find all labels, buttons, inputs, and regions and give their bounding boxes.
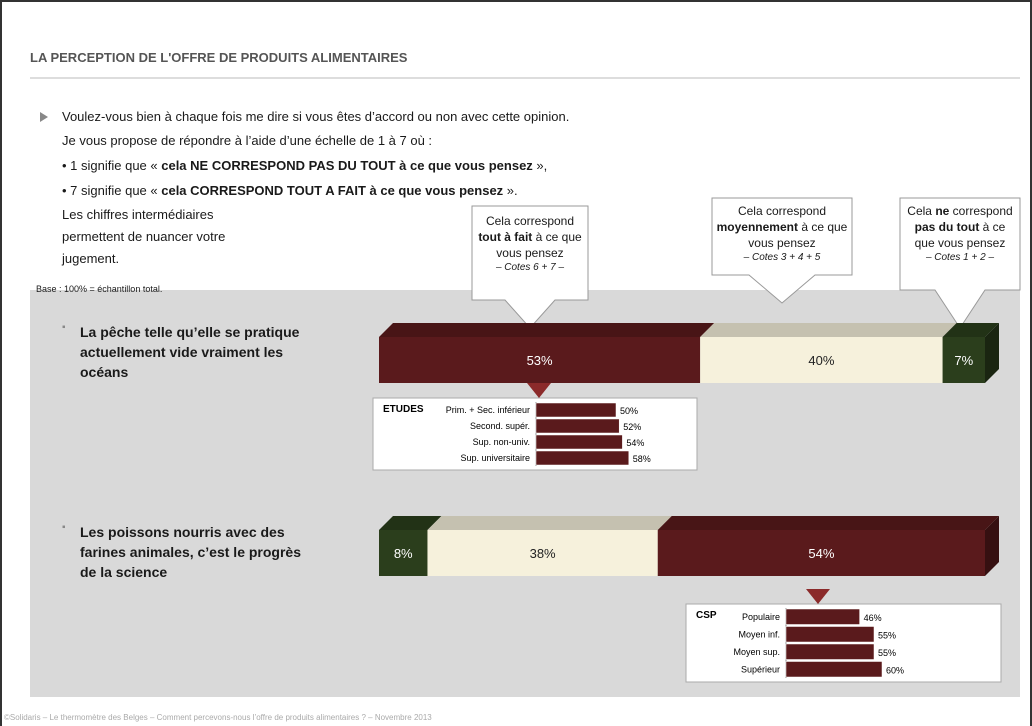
intro-text: cela CORRESPOND TOUT A FAIT à ce que vou… — [161, 183, 504, 198]
breakdown-value-label: 52% — [623, 422, 641, 432]
callout-text: Cela correspond tout à fait à ce que vou… — [476, 213, 584, 274]
breakdown-title: ETUDES — [383, 404, 424, 415]
slide-title: LA PERCEPTION DE L'OFFRE DE PRODUITS ALI… — [30, 50, 408, 65]
bar-value-label: 53% — [527, 353, 553, 368]
callout-part: Cela — [907, 204, 936, 218]
callout-part: moyennement — [716, 220, 798, 234]
intro-text: », — [532, 158, 548, 173]
breakdown-bar — [535, 434, 623, 450]
footer: ©Solidaris – Le thermomètre des Belges –… — [4, 713, 432, 722]
bar — [657, 530, 985, 576]
breakdown-bar — [785, 661, 883, 678]
bar — [942, 337, 985, 383]
bar — [700, 337, 943, 383]
intro-text: Je vous propose de répondre à l’aide d’u… — [62, 133, 433, 148]
bar — [379, 337, 701, 383]
intro-text: • 1 signifie que « — [62, 158, 162, 173]
callout-part: à ce que vous pensez — [914, 220, 1006, 250]
callout-part: tout à fait — [478, 230, 533, 244]
breakdown-bar — [535, 402, 617, 418]
breakdown-category: Moyen sup. — [733, 647, 780, 657]
callout-part: à ce que vous pensez — [496, 230, 582, 260]
breakdown-bar — [785, 643, 875, 660]
intro-line: • 1 signifie que « cela NE CORRESPOND PA… — [62, 155, 547, 177]
callout-part: ne — [935, 204, 950, 218]
item-label: Les poissons nourris avec des farines an… — [80, 524, 301, 580]
breakdown-box — [372, 397, 698, 471]
breakdown-category: Sup. universitaire — [460, 453, 530, 463]
bar — [427, 530, 658, 576]
breakdown-category: Second. supér. — [470, 421, 530, 431]
callout-box — [899, 197, 1021, 329]
breakdown-category: Prim. + Sec. inférieur — [446, 405, 530, 415]
breakdown-category: Populaire — [742, 612, 780, 622]
breakdown-bar — [535, 450, 630, 466]
intro-text: cela NE CORRESPOND PAS DU TOUT à ce que … — [161, 158, 533, 173]
breakdown-category: Sup. non-univ. — [473, 437, 530, 447]
callout-box — [471, 205, 589, 329]
bar-value-label: 7% — [954, 353, 973, 368]
breakdown-value-label: 58% — [633, 454, 651, 464]
bar-value-label: 54% — [808, 546, 834, 561]
bar-top — [379, 516, 442, 530]
breakdown-bar — [785, 608, 860, 625]
bar-top — [700, 323, 957, 337]
intro-line: Je vous propose de répondre à l’aide d’u… — [62, 130, 432, 152]
intro-line: Voulez-vous bien à chaque fois me dire s… — [62, 106, 569, 128]
bar-top — [657, 516, 999, 530]
bar-side — [985, 323, 999, 383]
callout-note: – Cotes 3 + 4 + 5 — [743, 252, 821, 263]
intro-text: ». — [503, 183, 518, 198]
breakdown-category: Supérieur — [741, 664, 780, 674]
bar-top — [942, 323, 999, 337]
intro-line: • 7 signifie que « cela CORRESPOND TOUT … — [62, 180, 518, 202]
bar-top — [379, 323, 715, 337]
bar-side — [985, 516, 999, 576]
callout-note: – Cotes 1 + 2 – — [925, 252, 995, 263]
bar — [379, 530, 428, 576]
breakdown-value-label: 55% — [878, 648, 896, 658]
intro-line: Les chiffres intermédiaires permettent d… — [62, 204, 267, 270]
callout-part: Cela correspond — [737, 204, 827, 218]
item-bullet: ▪ — [62, 322, 66, 333]
breakdown-title: CSP — [696, 610, 717, 621]
bullet-arrow — [40, 112, 48, 122]
base-note: Base : 100% = échantillon total. — [36, 284, 163, 294]
callout-part: pas du tout — [914, 220, 980, 234]
breakdown-bar — [785, 626, 875, 643]
bar-value-label: 8% — [394, 546, 413, 561]
breakdown-value-label: 46% — [864, 613, 882, 623]
intro-text: Les chiffres intermédiaires permettent d… — [62, 207, 226, 266]
item-bullet: ▪ — [62, 522, 66, 533]
pointer — [527, 383, 551, 398]
callout-box — [711, 197, 853, 304]
item-label: La pêche telle qu’elle se pratique actue… — [80, 324, 300, 380]
callout-note: – Cotes 6 + 7 – — [495, 262, 565, 273]
breakdown-category: Moyen inf. — [738, 629, 780, 639]
bar-value-label: 40% — [808, 353, 834, 368]
bar-value-label: 38% — [530, 546, 556, 561]
callout-part: correspond — [949, 204, 1013, 218]
breakdown-value-label: 60% — [886, 665, 904, 675]
breakdown-bar — [535, 418, 620, 434]
breakdown-value-label: 50% — [620, 406, 638, 416]
pointer — [806, 589, 830, 604]
callout-part: à ce que vous pensez — [748, 220, 848, 250]
intro-text: Voulez-vous bien à chaque fois me dire s… — [62, 109, 570, 124]
callout-text: Cela correspond moyennement à ce que vou… — [716, 203, 848, 264]
bar-top — [427, 516, 672, 530]
callout-part: Cela correspond — [485, 214, 575, 228]
intro-text: • 7 signifie que « — [62, 183, 162, 198]
breakdown-value-label: 54% — [626, 438, 644, 448]
callout-text: Cela ne correspond pas du tout à ce que … — [904, 203, 1016, 264]
breakdown-value-label: 55% — [878, 630, 896, 640]
